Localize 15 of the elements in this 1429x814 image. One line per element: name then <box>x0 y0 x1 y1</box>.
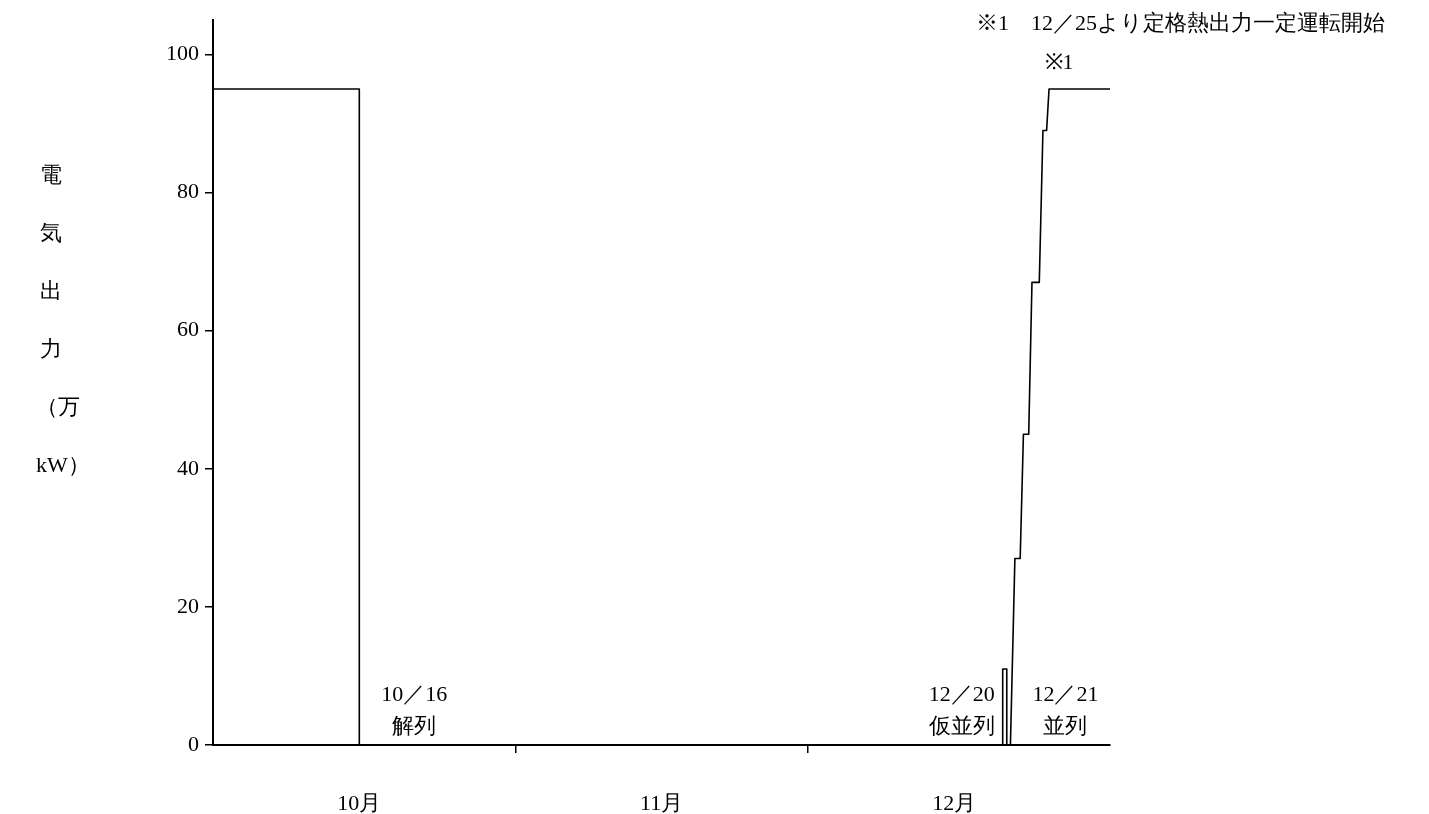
x-tick-label: 11月 <box>640 789 684 814</box>
x-tick-label: 10月 <box>337 789 382 814</box>
annotation: ※1 12／25より定格熱出力一定運転開始 <box>976 10 1385 35</box>
y-tick-label: 100 <box>166 40 199 66</box>
annotation: 10／16 解列 <box>381 681 448 738</box>
text: 電気出力（万kW） <box>36 162 90 477</box>
y-tick-label: 20 <box>177 592 199 618</box>
y-tick-label: 60 <box>177 316 199 342</box>
y-tick-label: 0 <box>188 730 199 756</box>
annotation: 12／21 並列 <box>1032 681 1099 738</box>
annotation: ※1 <box>1044 49 1074 75</box>
annotation: 12／20 仮並列 <box>927 681 995 738</box>
x-tick-label: 12月 <box>932 789 977 814</box>
y-tick-label: 40 <box>177 454 199 480</box>
y-tick-label: 80 <box>177 178 199 204</box>
